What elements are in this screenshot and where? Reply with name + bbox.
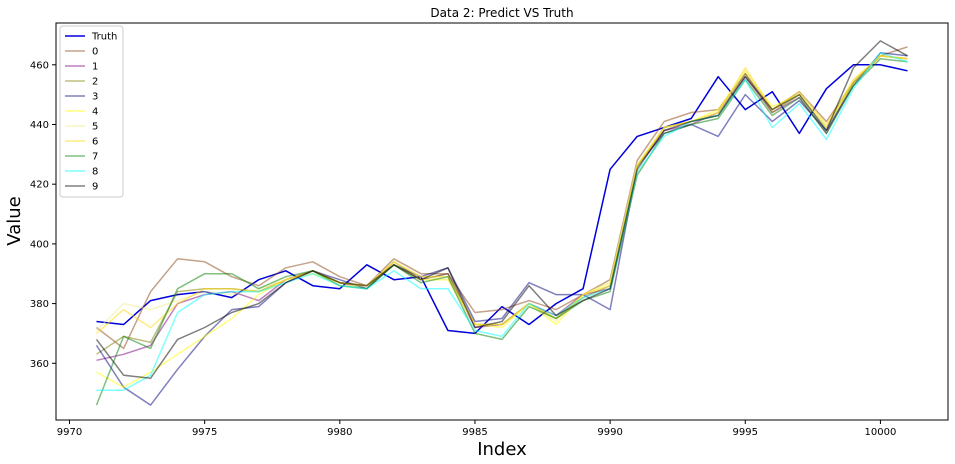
x-tick-label: 9970	[57, 427, 82, 438]
y-axis: 360 380 400 420 440 460	[30, 60, 56, 370]
legend-label: 6	[92, 137, 98, 148]
series-line-3	[95, 52, 908, 406]
legend-label: 1	[92, 62, 98, 73]
y-tick-label: 380	[30, 299, 49, 310]
x-tick-label: 9990	[597, 427, 622, 438]
legend-label: 9	[92, 182, 98, 193]
y-tick-label: 420	[30, 180, 49, 191]
legend-label: 8	[92, 167, 98, 178]
y-axis-label: Value	[4, 196, 25, 245]
y-tick-label: 440	[30, 120, 49, 131]
plot-frame	[55, 22, 949, 421]
x-tick-label: 9985	[462, 427, 487, 438]
legend-label: 3	[92, 92, 98, 103]
series-line-9	[95, 40, 908, 379]
x-axis-label: Index	[477, 439, 527, 460]
legend-label: 7	[92, 152, 98, 163]
x-tick-label: 9975	[192, 427, 217, 438]
series-line-8	[96, 52, 908, 391]
series-line-4	[96, 55, 908, 388]
x-axis: 9970 9975 9980 9985 9990 9995 10000	[57, 420, 897, 438]
series-lines	[95, 40, 908, 406]
x-tick-label: 10000	[865, 427, 897, 438]
legend-box	[59, 25, 124, 198]
legend: Truth 0 1 2 3 4 5 6 7 8 9	[59, 25, 124, 198]
legend-label: Truth	[91, 32, 117, 43]
y-tick-label: 400	[30, 239, 49, 250]
legend-label: 2	[92, 77, 98, 88]
legend-label: 4	[92, 107, 98, 118]
y-tick-label: 360	[30, 359, 49, 370]
y-tick-label: 460	[30, 60, 49, 71]
legend-label: 0	[92, 47, 98, 58]
series-line-truth	[96, 64, 908, 335]
plot-area	[56, 23, 948, 420]
legend-label: 5	[92, 122, 98, 133]
series-line-7	[95, 58, 908, 406]
chart-title: Data 2: Predict VS Truth	[430, 6, 573, 20]
x-tick-label: 9980	[327, 427, 352, 438]
x-tick-label: 9995	[733, 427, 758, 438]
